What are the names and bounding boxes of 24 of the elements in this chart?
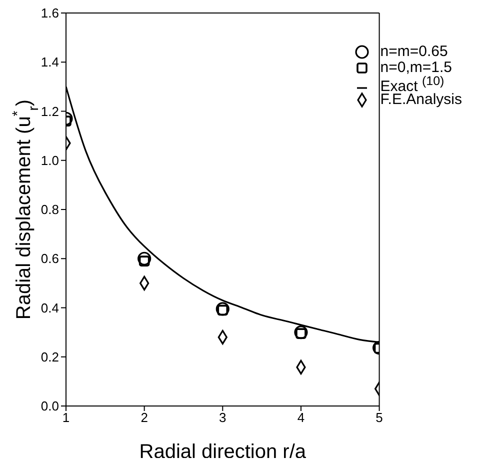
y-tick-label: 1.2	[40, 104, 59, 119]
legend-label: n=m=0.65	[380, 43, 448, 60]
point	[138, 252, 152, 266]
y-tick-label: 0.0	[40, 398, 59, 414]
y-tick-label: 1.0	[40, 152, 59, 168]
x-tick-label: 4	[297, 410, 305, 426]
x-tick-label: 5	[376, 410, 383, 426]
y-tick-label: 0.8	[40, 202, 59, 218]
x-tick-label: 2	[140, 410, 148, 426]
y-tick-label: 0.2	[40, 349, 59, 364]
point	[217, 304, 228, 316]
point	[294, 326, 308, 340]
x-tick-label: 3	[219, 410, 226, 426]
x-tick-label: 1	[62, 410, 70, 426]
point	[296, 328, 306, 339]
y-tick-label: 0.6	[40, 251, 59, 266]
x-axis-title: Radial direction r/a	[139, 441, 307, 463]
point	[138, 256, 150, 266]
legend-label: F.E.Analysis	[380, 91, 462, 108]
y-tick-label: 1.6	[40, 6, 59, 21]
legend-label: n=0,m=1.5	[380, 59, 452, 76]
y-tick-label: 0.4	[40, 300, 59, 316]
point	[216, 302, 230, 316]
y-tick-label: 1.4	[40, 54, 59, 70]
